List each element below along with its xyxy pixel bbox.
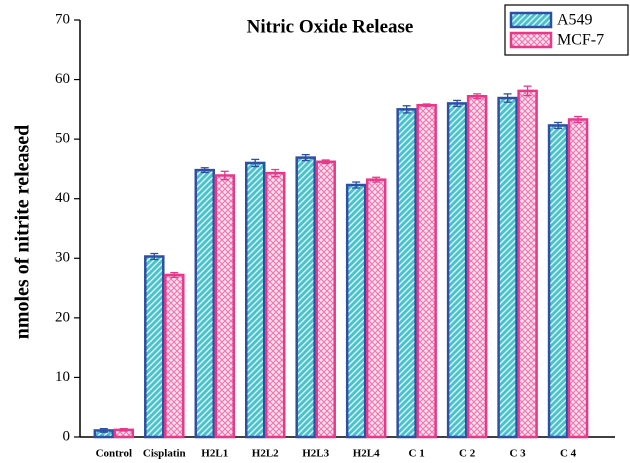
error-bar (301, 153, 310, 162)
error-bar (422, 103, 431, 108)
error-bar (220, 170, 229, 181)
x-tick-label: C 1 (409, 448, 425, 460)
bar (416, 103, 437, 439)
bar (144, 255, 165, 439)
bar (547, 124, 569, 439)
y-tick-label: 0 (63, 428, 71, 444)
bar (345, 183, 367, 439)
y-tick-label: 40 (55, 190, 70, 206)
legend-swatch (509, 11, 553, 29)
error-bar (200, 167, 209, 174)
x-tick-label: Control (96, 448, 132, 460)
y-tick-label: 10 (55, 369, 70, 385)
bar (446, 102, 468, 439)
bar (315, 160, 336, 439)
bar (244, 161, 266, 439)
x-tick-label: C 2 (459, 448, 476, 460)
error-bar (503, 93, 512, 103)
error-bar (372, 176, 381, 183)
bar (396, 108, 417, 439)
legend-label: A549 (557, 12, 593, 29)
error-bar (554, 121, 563, 130)
y-tick-label: 50 (55, 131, 70, 147)
x-tick-label: H2L1 (201, 448, 228, 460)
bar (466, 95, 488, 439)
legend-swatch (509, 31, 553, 49)
error-bar (321, 159, 330, 165)
error-bar (170, 271, 179, 278)
x-tick-label: H2L4 (353, 448, 380, 460)
y-tick-label: 60 (55, 71, 70, 87)
error-bar (352, 181, 361, 189)
bar (164, 273, 185, 439)
bar (194, 168, 216, 439)
error-bar (251, 158, 260, 168)
error-bar (119, 428, 128, 432)
y-tick-label: 20 (55, 309, 70, 325)
chart-title: Nitric Oxide Release (247, 16, 414, 37)
error-bar (574, 115, 583, 124)
bar (497, 96, 518, 439)
error-bar (473, 93, 482, 100)
bar (295, 156, 316, 439)
x-tick-label: C 3 (509, 448, 526, 460)
x-tick-label: H2L2 (252, 448, 279, 460)
bar (517, 89, 538, 439)
bar (264, 171, 286, 439)
legend-label: MCF-7 (557, 32, 604, 49)
error-bar (402, 105, 411, 114)
x-tick-label: C 4 (560, 448, 577, 460)
bar (365, 178, 387, 439)
bar (567, 118, 589, 439)
bar (214, 174, 236, 439)
error-bar (271, 168, 280, 178)
error-bar (523, 85, 532, 97)
x-tick-label: Cisplatin (143, 448, 186, 460)
error-bar (150, 252, 159, 261)
y-tick-label: 70 (55, 11, 70, 27)
x-tick-label: H2L3 (302, 448, 329, 460)
error-bar (453, 99, 462, 108)
y-tick-label: 30 (55, 250, 70, 266)
error-bar (99, 428, 108, 433)
legend: A549 MCF-7 (504, 4, 629, 56)
y-axis-label: nmoles of nitrite released (12, 125, 34, 340)
